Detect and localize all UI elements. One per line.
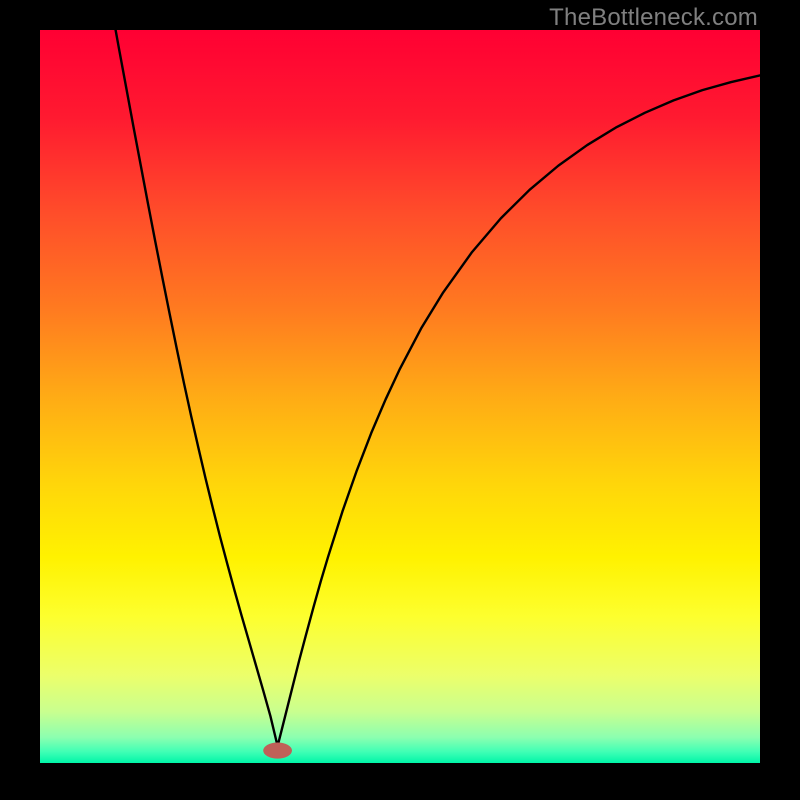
watermark-text: TheBottleneck.com — [549, 4, 758, 32]
minimum-marker — [263, 742, 292, 758]
gradient-background — [40, 30, 760, 763]
chart-svg — [40, 30, 760, 763]
plot-area — [40, 30, 760, 763]
